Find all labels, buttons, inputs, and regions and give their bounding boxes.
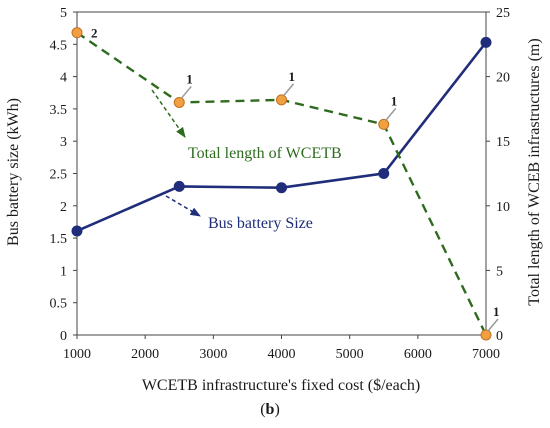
x-axis-title: WCETB infrastructure's fixed cost ($/eac… bbox=[142, 377, 420, 394]
caption-letter: b bbox=[266, 401, 275, 418]
point-label: 1 bbox=[289, 69, 296, 84]
y-tick-label: 4 bbox=[60, 71, 67, 86]
series-1-point bbox=[71, 27, 83, 39]
y-axis-title: Bus battery size (kWh) bbox=[5, 98, 22, 246]
x-tick-label: 1000 bbox=[63, 347, 91, 362]
y-tick-label: 2 bbox=[60, 200, 67, 215]
y-tick-label: 0 bbox=[60, 329, 67, 344]
plot-border bbox=[76, 11, 487, 336]
y-tick-label: 1 bbox=[60, 264, 67, 279]
series-1-point bbox=[173, 96, 185, 108]
series-1-point bbox=[480, 329, 492, 341]
series-1-point bbox=[378, 118, 390, 130]
point-label: 1 bbox=[493, 304, 500, 319]
point-label-leader bbox=[282, 83, 295, 97]
caption-close: ) bbox=[274, 401, 279, 418]
annotation-layer: Total length of WCETB Bus battery Size bbox=[151, 89, 342, 232]
series-0-point bbox=[378, 168, 390, 179]
x-tick-label: 4000 bbox=[268, 347, 296, 362]
y-tick-label: 2.5 bbox=[50, 168, 68, 183]
point-label: 2 bbox=[91, 26, 98, 41]
y-tick-label: 5 bbox=[60, 6, 67, 21]
x-tick-label: 3000 bbox=[199, 347, 227, 362]
x-tick-label: 5000 bbox=[336, 347, 364, 362]
series-0-point bbox=[71, 225, 83, 237]
y-tick-label: 3 bbox=[60, 135, 67, 150]
x-tick-label: 7000 bbox=[472, 347, 500, 362]
y2-tick-label: 20 bbox=[496, 71, 510, 86]
y2-axis-title: Total length of WCEB infrastructures (m) bbox=[526, 38, 543, 305]
point-label-leader bbox=[487, 318, 499, 332]
plot-frame bbox=[76, 11, 487, 336]
y-axis-ticks: 0 0.5 1 1.5 2 2.5 3 3.5 4 4.5 5 bbox=[50, 6, 77, 344]
series-1-point bbox=[276, 94, 287, 106]
y2-tick-label: 10 bbox=[496, 200, 510, 215]
caption-open: ( bbox=[260, 401, 265, 418]
point-label: 1 bbox=[186, 71, 193, 86]
series-layer: 2 1 1 1 1 bbox=[71, 26, 500, 341]
battery-annotation: Bus battery Size bbox=[208, 215, 313, 232]
y2-tick-label: 5 bbox=[496, 264, 503, 279]
y2-axis-ticks: 0 5 10 15 20 25 bbox=[486, 6, 510, 344]
series-0-point bbox=[276, 182, 287, 194]
series-0-point bbox=[480, 36, 492, 48]
x-tick-label: 6000 bbox=[404, 347, 432, 362]
y2-tick-label: 0 bbox=[496, 329, 503, 344]
x-axis-ticks: 1000 2000 3000 4000 5000 6000 7000 bbox=[63, 335, 500, 362]
battery-arrow bbox=[165, 195, 201, 217]
y-tick-label: 1.5 bbox=[50, 232, 68, 247]
y-tick-label: 3.5 bbox=[50, 103, 68, 118]
series-0-point bbox=[173, 180, 185, 192]
x-tick-label: 2000 bbox=[131, 347, 159, 362]
series-line-0 bbox=[76, 41, 488, 233]
y-tick-label: 4.5 bbox=[50, 38, 68, 53]
point-label: 1 bbox=[391, 93, 398, 108]
y-tick-label: 0.5 bbox=[50, 297, 68, 312]
y2-tick-label: 15 bbox=[496, 135, 510, 150]
point-label-leader bbox=[180, 85, 192, 99]
figure-caption: (b) bbox=[260, 401, 280, 418]
wcetb-annotation: Total length of WCETB bbox=[188, 145, 342, 162]
wcetb-arrow bbox=[151, 89, 186, 138]
y2-tick-label: 25 bbox=[496, 6, 510, 21]
point-label-leader bbox=[385, 107, 397, 121]
